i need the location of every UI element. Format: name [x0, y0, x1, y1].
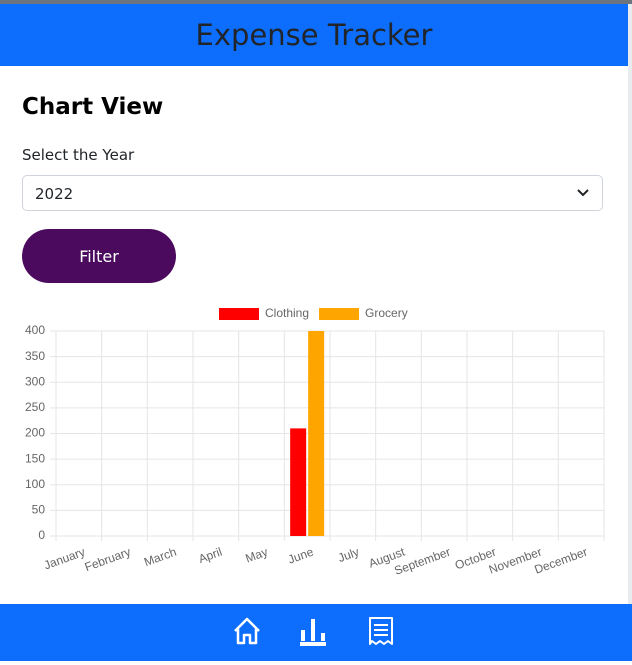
receipt-icon[interactable]	[369, 617, 393, 645]
x-tick-label: December	[532, 545, 589, 577]
bar	[308, 331, 325, 536]
chart-icon[interactable]	[300, 619, 326, 646]
x-tick-label: June	[286, 545, 316, 567]
home-icon[interactable]	[234, 617, 260, 645]
x-tick-label: March	[142, 545, 178, 570]
x-tick-label: February	[83, 545, 133, 575]
y-tick-label: 200	[25, 426, 45, 440]
y-tick-label: 50	[32, 503, 46, 517]
select-label: Select the Year	[22, 146, 135, 164]
year-select[interactable]: 2022	[22, 175, 603, 211]
y-tick-label: 300	[25, 374, 45, 388]
app-title: Expense Tracker	[195, 18, 433, 52]
dropdown-caret	[577, 189, 589, 197]
window-strip	[0, 0, 632, 4]
chart: 0 50 100 150 200 250 300 350 400 Clothing Grocery J…	[25, 306, 605, 578]
x-tick-label: July	[336, 545, 361, 565]
y-tick-label: 350	[25, 349, 45, 363]
y-tick-label: 250	[25, 400, 45, 414]
y-tick-label: 150	[25, 451, 45, 465]
bar	[290, 428, 307, 536]
y-tick-label: 400	[25, 323, 45, 337]
filter-button[interactable]: Filter	[22, 229, 176, 283]
legend-label: Clothing	[265, 306, 309, 320]
x-tick-label: May	[244, 545, 270, 566]
selected-year: 2022	[35, 185, 74, 203]
bottom-nav	[0, 604, 632, 661]
scrollbar[interactable]	[628, 4, 632, 604]
page-heading: Chart View	[22, 94, 164, 120]
legend-swatch	[219, 308, 259, 320]
y-tick-label: 0	[38, 528, 45, 542]
app-header: Expense Tracker	[0, 4, 628, 66]
y-tick-label: 100	[25, 477, 45, 491]
nav-icons	[234, 617, 393, 646]
x-tick-label: January	[42, 545, 87, 573]
x-tick-label: April	[197, 545, 224, 566]
legend-swatch	[319, 308, 360, 320]
legend-label: Grocery	[365, 306, 408, 320]
